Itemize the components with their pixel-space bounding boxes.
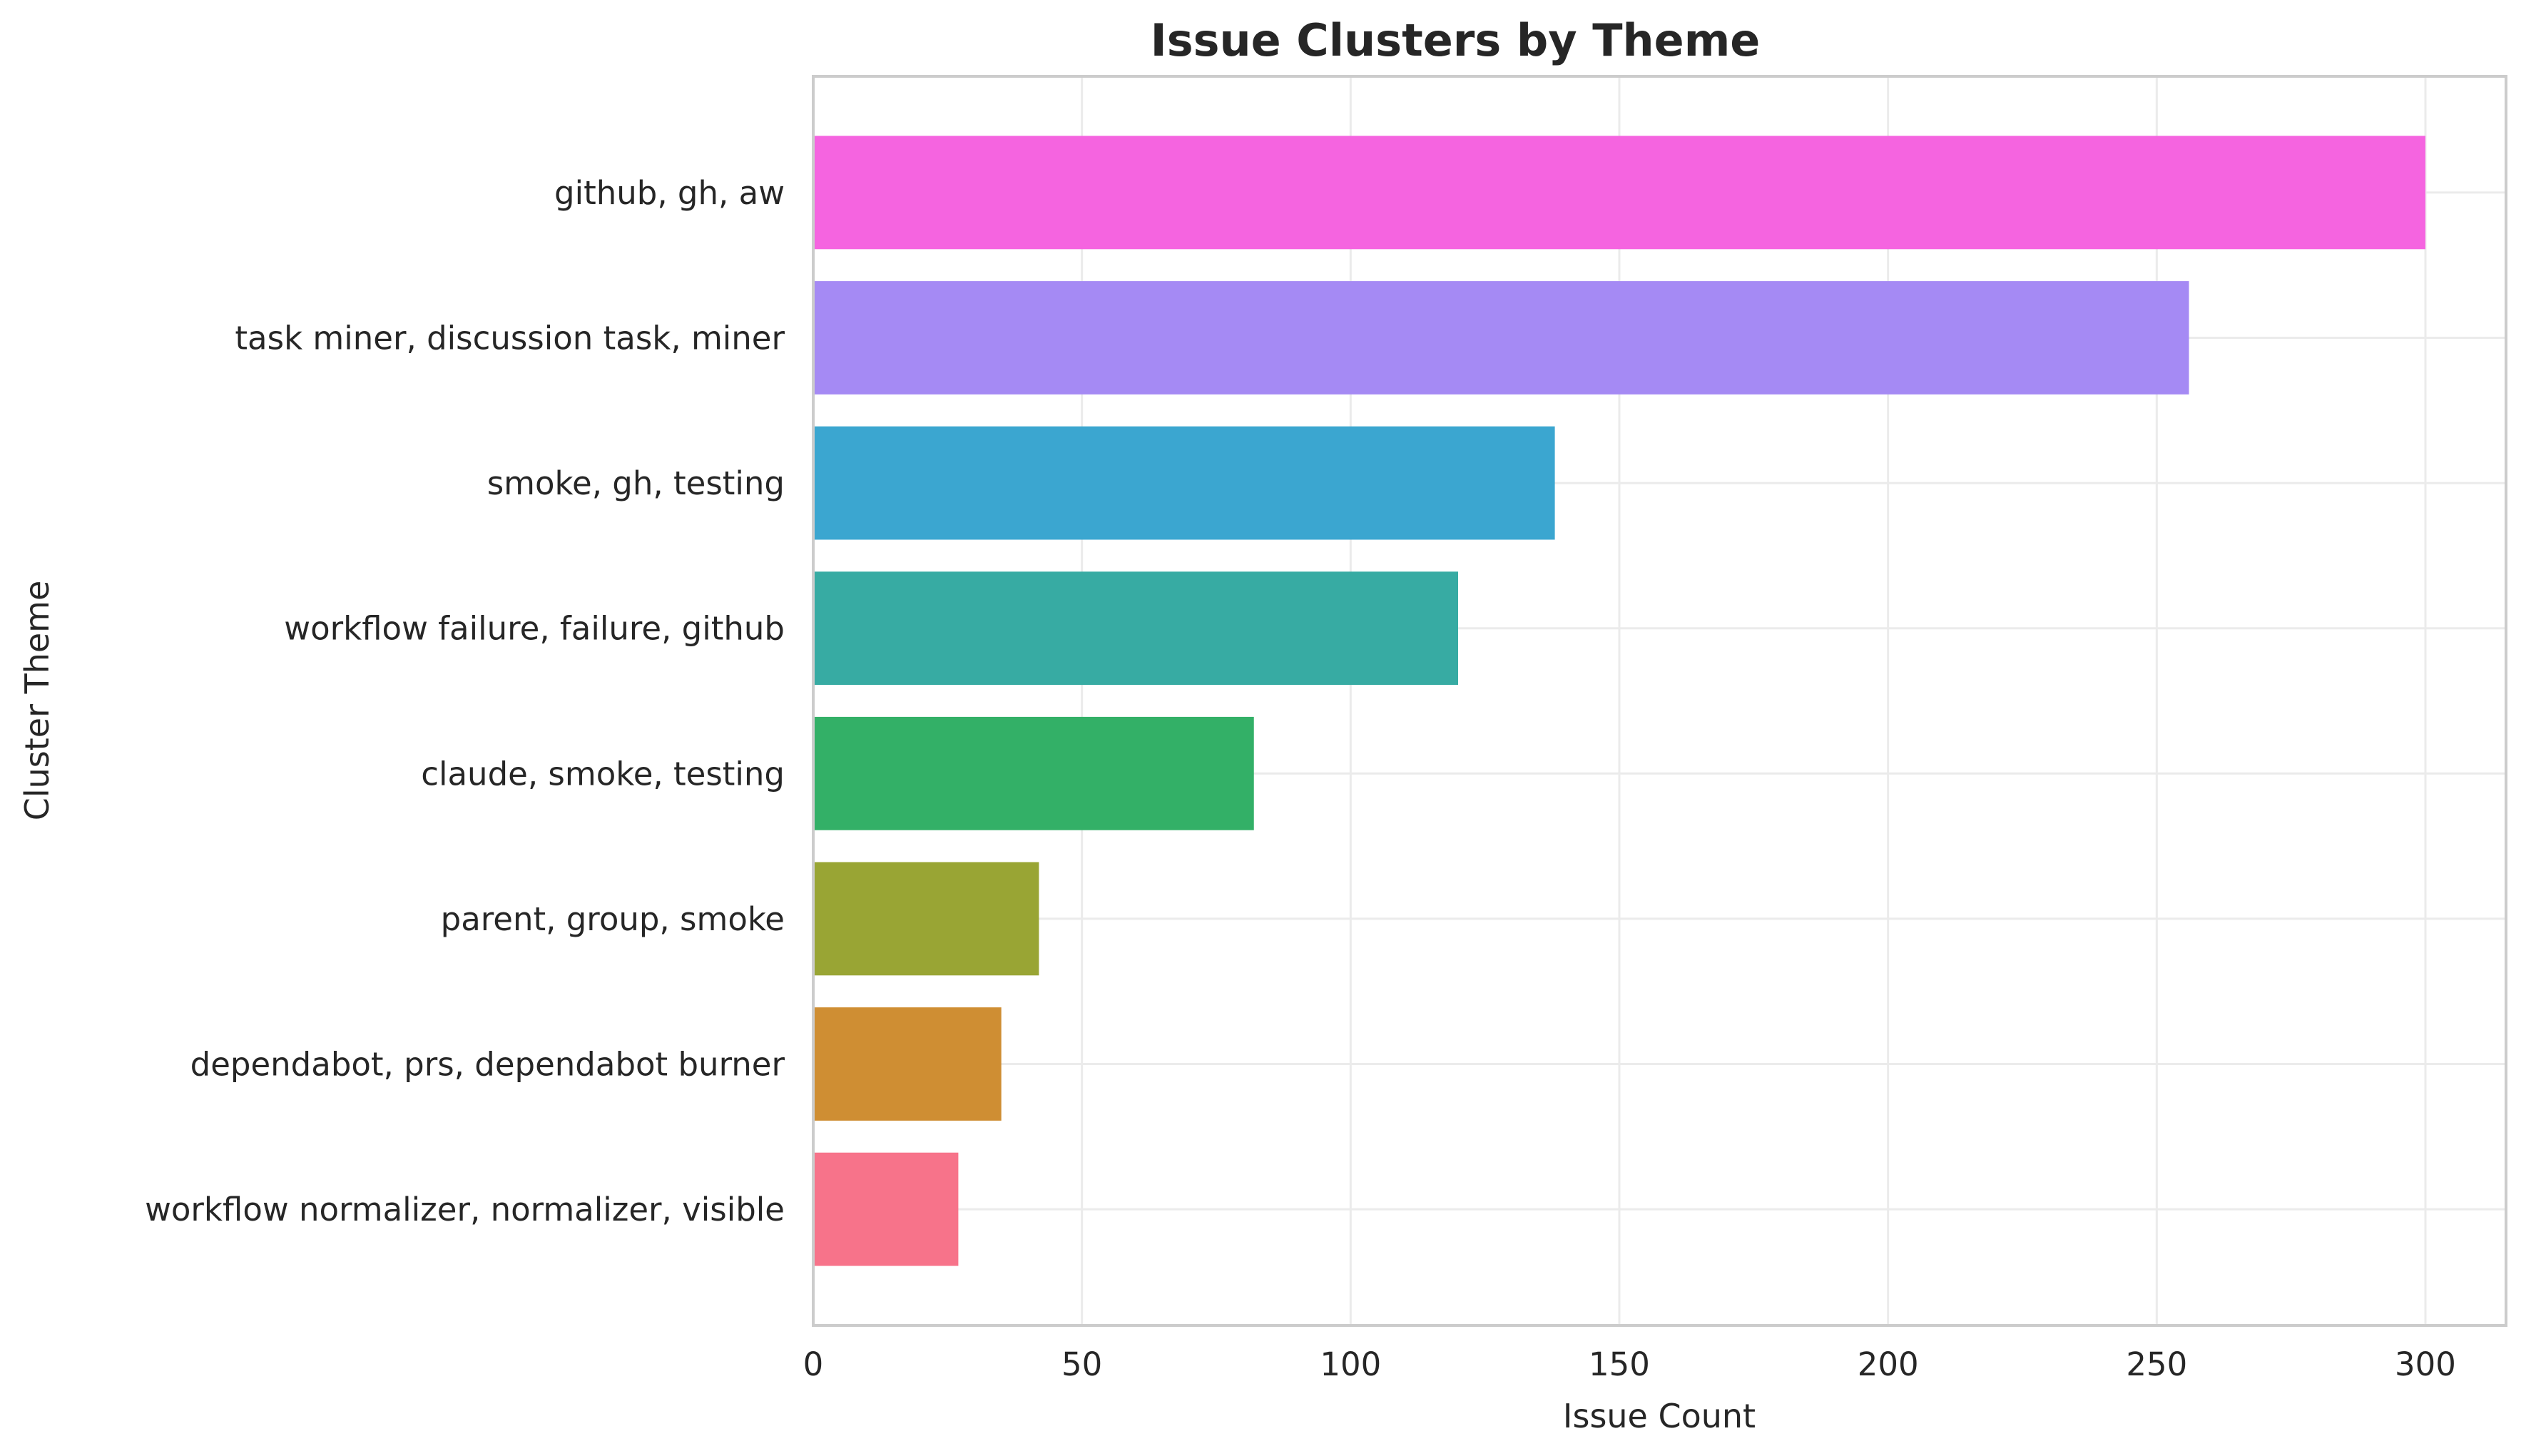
x-tick-label: 150 [1589, 1345, 1650, 1383]
bar [813, 862, 1039, 976]
x-tick-label: 100 [1320, 1345, 1381, 1383]
plot-frame [812, 75, 2507, 1327]
x-tick-label: 50 [1061, 1345, 1102, 1383]
bar [813, 136, 2425, 250]
chart-title: Issue Clusters by Theme [1151, 14, 1761, 66]
y-tick-label: smoke, gh, testing [487, 464, 785, 502]
x-tick-label: 250 [2126, 1345, 2187, 1383]
y-tick-label: github, gh, aw [554, 174, 785, 212]
x-axis-label: Issue Count [1563, 1397, 1756, 1435]
bar [813, 571, 1458, 686]
x-tick-label: 200 [1858, 1345, 1919, 1383]
x-tick-labels: 0 50 100 150 200 250 300 [803, 1345, 2456, 1383]
x-tick-label: 0 [803, 1345, 824, 1383]
bar [813, 1007, 1002, 1121]
y-tick-label: workflow failure, failure, github [284, 610, 785, 648]
bar [813, 1152, 959, 1266]
bars [813, 136, 2425, 1266]
bar [813, 281, 2189, 394]
y-tick-labels: github, gh, aw task miner, discussion tas… [145, 174, 785, 1228]
y-tick-label: parent, group, smoke [441, 900, 785, 938]
y-axis-label: Cluster Theme [18, 581, 56, 821]
y-tick-label: workflow normalizer, normalizer, visible [145, 1191, 785, 1228]
grid-lines [812, 76, 2506, 1325]
x-tick-label: 300 [2395, 1345, 2456, 1383]
y-tick-label: task miner, discussion task, miner [235, 319, 785, 357]
bar [813, 716, 1254, 830]
bar [813, 426, 1555, 540]
y-tick-label: claude, smoke, testing [421, 755, 785, 793]
y-tick-label: dependabot, prs, dependabot burner [190, 1046, 785, 1084]
